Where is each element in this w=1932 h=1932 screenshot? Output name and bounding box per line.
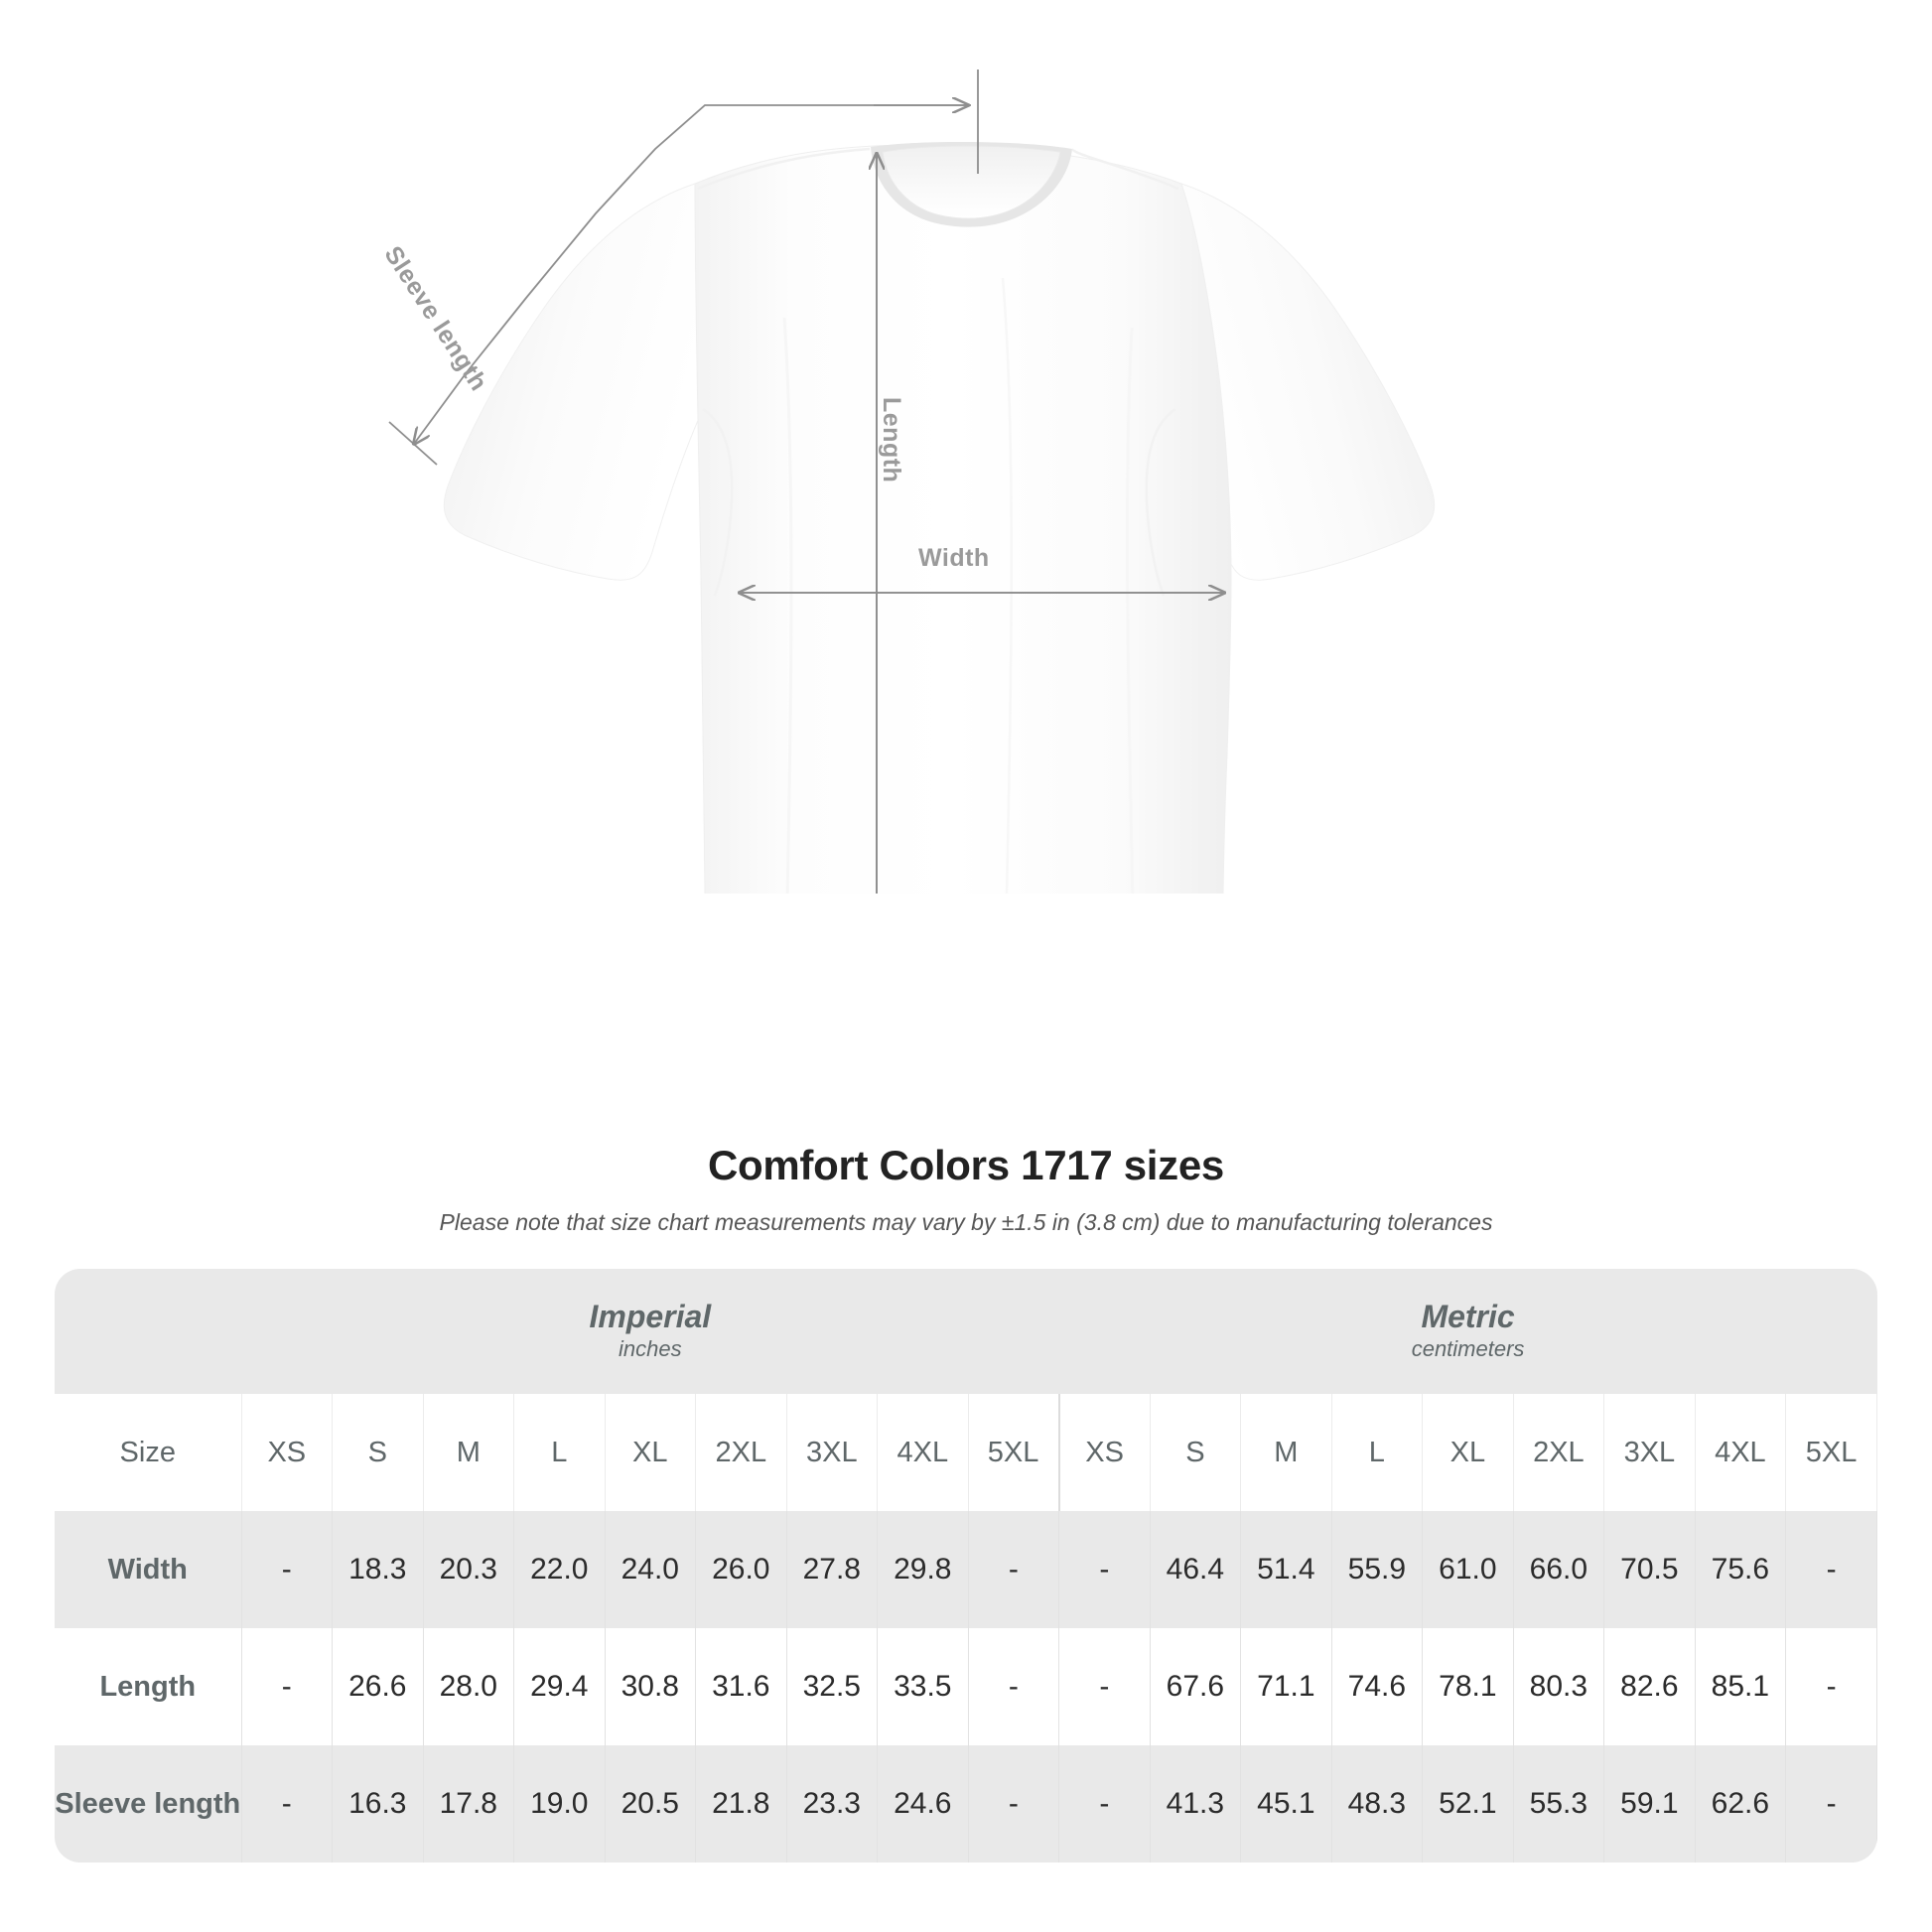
cell-length-metric-xs: - (1058, 1628, 1151, 1745)
cell-width-imperial-m: 20.3 (422, 1511, 515, 1628)
cell-sleeve-length-metric-m: 45.1 (1240, 1745, 1332, 1863)
size-header-metric-xl: XL (1422, 1394, 1514, 1511)
cell-sleeve-length-metric-3xl: 59.1 (1603, 1745, 1696, 1863)
table-row: Width -18.3 20.3 22.0 24.0 26.0 27.8 29.8- -46.4… (55, 1511, 1877, 1628)
cell-length-imperial-xl: 30.8 (604, 1628, 697, 1745)
cell-sleeve-length-metric-xl: 52.1 (1422, 1745, 1514, 1863)
cell-sleeve-length-imperial-2xl: 21.8 (695, 1745, 787, 1863)
cell-length-metric-l: 74.6 (1330, 1628, 1424, 1745)
size-header-metric-5xl: 5XL (1785, 1394, 1877, 1511)
row-label-length: Length (55, 1628, 242, 1745)
cell-sleeve-length-metric-xs: - (1058, 1745, 1151, 1863)
cell-width-imperial-xl: 24.0 (604, 1511, 697, 1628)
cell-sleeve-length-imperial-4xl: 24.6 (877, 1745, 969, 1863)
cell-sleeve-length-imperial-s: 16.3 (332, 1745, 424, 1863)
size-header-metric-4xl: 4XL (1694, 1394, 1787, 1511)
cell-length-imperial-xs: - (240, 1628, 334, 1745)
cell-sleeve-length-imperial-m: 17.8 (422, 1745, 515, 1863)
size-chart-table: Imperial inches Metric centimeters Size … (55, 1269, 1877, 1863)
cell-sleeve-length-imperial-5xl: - (967, 1745, 1060, 1863)
cell-length-metric-2xl: 80.3 (1512, 1628, 1605, 1745)
cell-width-imperial-s: 18.3 (332, 1511, 424, 1628)
size-header-imperial-2xl: 2XL (695, 1394, 787, 1511)
row-label-width: Width (55, 1511, 242, 1628)
size-header-metric-2xl: 2XL (1512, 1394, 1605, 1511)
cell-length-metric-xl: 78.1 (1422, 1628, 1514, 1745)
cell-length-metric-m: 71.1 (1240, 1628, 1332, 1745)
unit-system-band: Imperial inches Metric centimeters (55, 1269, 1877, 1394)
cell-sleeve-length-imperial-xs: - (240, 1745, 334, 1863)
size-header-metric-s: S (1149, 1394, 1242, 1511)
tshirt-illustration: Sleeve length Length Width (0, 0, 1932, 894)
cell-width-imperial-2xl: 26.0 (695, 1511, 787, 1628)
cell-length-metric-4xl: 85.1 (1694, 1628, 1787, 1745)
unit-band-spacer (55, 1269, 242, 1394)
size-header-metric-xs: XS (1057, 1394, 1151, 1511)
cell-sleeve-length-metric-4xl: 62.6 (1694, 1745, 1787, 1863)
size-header-imperial-5xl: 5XL (967, 1394, 1060, 1511)
size-header-imperial-m: M (422, 1394, 515, 1511)
unit-system-imperial: Imperial inches (241, 1269, 1059, 1394)
size-header-imperial-xl: XL (604, 1394, 697, 1511)
cell-sleeve-length-imperial-3xl: 23.3 (785, 1745, 879, 1863)
cell-sleeve-length-imperial-l: 19.0 (513, 1745, 606, 1863)
cell-width-imperial-3xl: 27.8 (785, 1511, 879, 1628)
cell-sleeve-length-metric-s: 41.3 (1149, 1745, 1242, 1863)
size-header-metric-m: M (1240, 1394, 1332, 1511)
cell-width-imperial-5xl: - (967, 1511, 1060, 1628)
cell-width-metric-2xl: 66.0 (1512, 1511, 1605, 1628)
cell-sleeve-length-metric-2xl: 55.3 (1512, 1745, 1605, 1863)
cell-width-imperial-l: 22.0 (513, 1511, 606, 1628)
size-header-imperial-l: L (513, 1394, 606, 1511)
cell-length-imperial-s: 26.6 (332, 1628, 424, 1745)
tshirt-illustration-svg (388, 69, 1436, 894)
page-title: Comfort Colors 1717 sizes (707, 1142, 1224, 1188)
cell-width-metric-m: 51.4 (1240, 1511, 1332, 1628)
unit-metric-name: Metric (1421, 1299, 1515, 1335)
cell-sleeve-length-metric-5xl: - (1785, 1745, 1877, 1863)
cell-length-imperial-4xl: 33.5 (877, 1628, 969, 1745)
size-header-imperial-4xl: 4XL (877, 1394, 969, 1511)
cell-width-metric-4xl: 75.6 (1694, 1511, 1787, 1628)
length-annotation-label: Length (878, 397, 905, 483)
cell-length-metric-s: 67.6 (1149, 1628, 1242, 1745)
size-header-metric-l: L (1330, 1394, 1424, 1511)
page-subtitle: Please note that size chart measurements… (439, 1209, 1493, 1235)
row-label-sleeve-length: Sleeve length (55, 1745, 242, 1863)
cell-width-metric-3xl: 70.5 (1603, 1511, 1696, 1628)
sleeve-top-arrow (874, 69, 979, 174)
size-chart-table-wrapper: Imperial inches Metric centimeters Size … (55, 1269, 1877, 1863)
cell-sleeve-length-metric-l: 48.3 (1330, 1745, 1424, 1863)
size-header-row: Size XS S M L XL 2XL 3XL 4XL 5XL XS S M L XL 2XL 3XL 4XL… (55, 1394, 1877, 1511)
unit-metric-sub: centimeters (1411, 1336, 1525, 1362)
size-header-imperial-3xl: 3XL (785, 1394, 879, 1511)
size-column-label: Size (55, 1394, 242, 1511)
cell-width-metric-5xl: - (1785, 1511, 1877, 1628)
cell-width-imperial-xs: - (240, 1511, 334, 1628)
unit-imperial-name: Imperial (589, 1299, 712, 1335)
table-row: Sleeve length -16.3 17.8 19.0 20.5 21.8 23.3 24… (55, 1745, 1877, 1863)
cell-width-metric-xl: 61.0 (1422, 1511, 1514, 1628)
tshirt-body-shape (443, 142, 1436, 894)
cell-width-metric-l: 55.9 (1330, 1511, 1424, 1628)
table-row: Length -26.6 28.0 29.4 30.8 31.6 32.5 33.5- -67.… (55, 1628, 1877, 1745)
cell-width-metric-xs: - (1058, 1511, 1151, 1628)
cell-sleeve-length-imperial-xl: 20.5 (604, 1745, 697, 1863)
size-header-imperial-xs: XS (240, 1394, 334, 1511)
unit-system-metric: Metric centimeters (1058, 1269, 1877, 1394)
size-header-metric-3xl: 3XL (1603, 1394, 1696, 1511)
cell-length-imperial-2xl: 31.6 (695, 1628, 787, 1745)
cell-length-imperial-3xl: 32.5 (785, 1628, 879, 1745)
unit-imperial-sub: inches (619, 1336, 682, 1362)
width-annotation-label: Width (918, 544, 990, 572)
cell-width-metric-s: 46.4 (1149, 1511, 1242, 1628)
cell-length-imperial-m: 28.0 (422, 1628, 515, 1745)
cell-length-imperial-l: 29.4 (513, 1628, 606, 1745)
size-header-imperial-s: S (332, 1394, 424, 1511)
cell-width-imperial-4xl: 29.8 (877, 1511, 969, 1628)
cell-length-imperial-5xl: - (967, 1628, 1060, 1745)
cell-length-metric-5xl: - (1785, 1628, 1877, 1745)
cell-length-metric-3xl: 82.6 (1603, 1628, 1696, 1745)
